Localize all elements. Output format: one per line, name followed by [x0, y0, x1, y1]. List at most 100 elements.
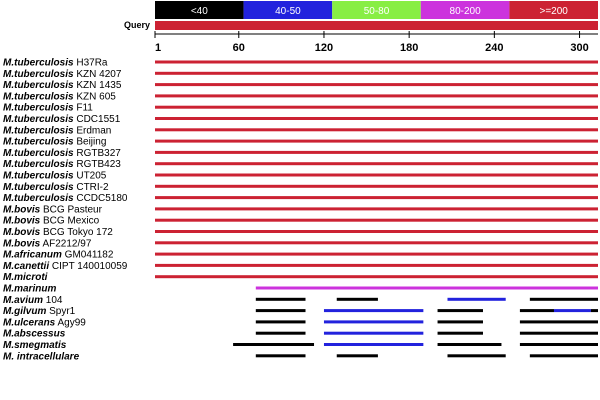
species-name: M.smegmatis [3, 340, 67, 351]
hit-segment [155, 117, 598, 120]
hit-row: M.gilvum Spyr1 [3, 306, 598, 317]
species-name: M.tuberculosis [3, 193, 74, 204]
organism-label: M.bovis BCG Pasteur [3, 204, 103, 215]
axis-tick-label: 60 [233, 42, 245, 54]
hit-segment [323, 331, 424, 335]
hit-row: M.tuberculosis H37Ra [3, 58, 598, 69]
strain-name: BCG Mexico [40, 216, 99, 227]
species-name: M.tuberculosis [3, 69, 74, 80]
hit-segment [233, 343, 315, 346]
hit-row: M.bovis BCG Mexico [3, 216, 598, 227]
color-legend: <40 40-50 50-80 80-200 >=200 [155, 1, 598, 19]
legend-swatch [155, 1, 244, 19]
hit-row: M.tuberculosis KZN 4207 [3, 69, 598, 80]
hit-segment [155, 275, 598, 279]
strain-name: UT205 [74, 171, 107, 182]
hit-row: M.tuberculosis Erdman [3, 125, 598, 136]
hit-segment [155, 83, 598, 87]
organism-label: M.bovis BCG Tokyo 172 [3, 227, 113, 238]
organism-label: M.microti [3, 272, 48, 283]
hit-row: M.tuberculosis RGTB327 [3, 148, 598, 159]
species-name: M.marinum [3, 284, 56, 295]
hit-segment [553, 309, 591, 313]
hit-segment [519, 309, 554, 313]
hit-segment [529, 354, 598, 358]
organism-label: M.gilvum Spyr1 [3, 306, 76, 317]
species-name: M.africanum [3, 250, 62, 261]
legend-label: 80-200 [450, 6, 482, 17]
species-name: M.bovis [3, 227, 41, 238]
axis-tick-label: 240 [485, 42, 503, 54]
hit-segment [155, 94, 598, 98]
strain-name: AF2212/97 [40, 238, 92, 249]
hit-segment [155, 252, 598, 256]
hit-row: M.bovis BCG Pasteur [3, 204, 598, 215]
legend-label: 50-80 [364, 6, 390, 17]
organism-label: M.smegmatis [3, 340, 67, 351]
hit-row: M.tuberculosis UT205 [3, 171, 598, 182]
hit-row: M.avium 104 [3, 295, 598, 306]
hit-segment [255, 320, 306, 324]
axis-tick-label: 300 [570, 42, 588, 54]
hit-segment [155, 263, 598, 267]
strain-name: BCG Pasteur [40, 204, 102, 215]
strain-name: RGTB327 [74, 148, 122, 159]
species-name: M.microti [3, 272, 48, 283]
organism-label: M.tuberculosis H37Ra [3, 58, 108, 69]
strain-name: 104 [43, 295, 63, 306]
hit-segment [155, 184, 598, 188]
hit-segment [155, 241, 598, 245]
hit-segment [155, 162, 598, 166]
strain-name: Erdman [74, 125, 112, 136]
organism-label: M. intracellulare [3, 351, 80, 362]
organism-label: M.tuberculosis KZN 4207 [3, 69, 122, 80]
species-name: M.tuberculosis [3, 182, 74, 193]
organism-label: M.avium 104 [3, 295, 63, 306]
hit-row: M.tuberculosis CCDC5180 [3, 193, 598, 204]
legend-label: >=200 [540, 6, 569, 17]
species-name: M.canettii [3, 261, 49, 272]
species-name: M.tuberculosis [3, 159, 74, 170]
species-name: M.tuberculosis [3, 80, 74, 91]
axis-tick-label: 120 [315, 42, 333, 54]
hit-row: M. intracellulare [3, 351, 598, 362]
organism-label: M.tuberculosis RGTB327 [3, 148, 121, 159]
strain-name: CIPT 140010059 [49, 261, 128, 272]
hit-row: M.tuberculosis CTRI-2 [3, 182, 598, 193]
hit-segment [323, 320, 424, 324]
organism-label: M.marinum [3, 284, 56, 295]
hit-segment [155, 173, 598, 177]
hit-segment [155, 196, 598, 200]
legend-swatch [420, 1, 510, 19]
species-name: M.bovis [3, 216, 41, 227]
hit-segment [323, 343, 424, 346]
query-label: Query [124, 20, 150, 30]
legend-swatch [243, 1, 333, 19]
query-track: Query [124, 20, 598, 30]
hit-row: M.bovis BCG Tokyo 172 [3, 227, 598, 238]
hit-segment [447, 354, 506, 358]
species-name: M.avium [3, 295, 43, 306]
legend-label: 40-50 [275, 6, 301, 17]
hit-segment [437, 343, 502, 346]
hit-row: M.tuberculosis KZN 605 [3, 91, 598, 102]
organism-label: M.tuberculosis F11 [3, 103, 93, 114]
strain-name: F11 [74, 103, 94, 114]
organism-label: M.tuberculosis Erdman [3, 125, 111, 136]
position-axis: 1 60 120 180 240 300 [154, 31, 598, 54]
strain-name: BCG Tokyo 172 [40, 227, 113, 238]
hit-segment [155, 139, 598, 143]
hit-row: M.smegmatis [3, 340, 598, 351]
species-name: M.tuberculosis [3, 137, 74, 148]
species-name: M.tuberculosis [3, 125, 74, 136]
hit-row: M.microti [3, 272, 598, 283]
hit-row: M.tuberculosis KZN 1435 [3, 80, 598, 91]
hit-segment [255, 331, 306, 335]
organism-label: M.tuberculosis CTRI-2 [3, 182, 109, 193]
hit-segment [255, 354, 306, 358]
strain-name: H37Ra [74, 58, 108, 69]
species-name: M.abscessus [3, 329, 66, 340]
organism-label: M.bovis BCG Mexico [3, 216, 100, 227]
hit-segment [155, 218, 598, 222]
